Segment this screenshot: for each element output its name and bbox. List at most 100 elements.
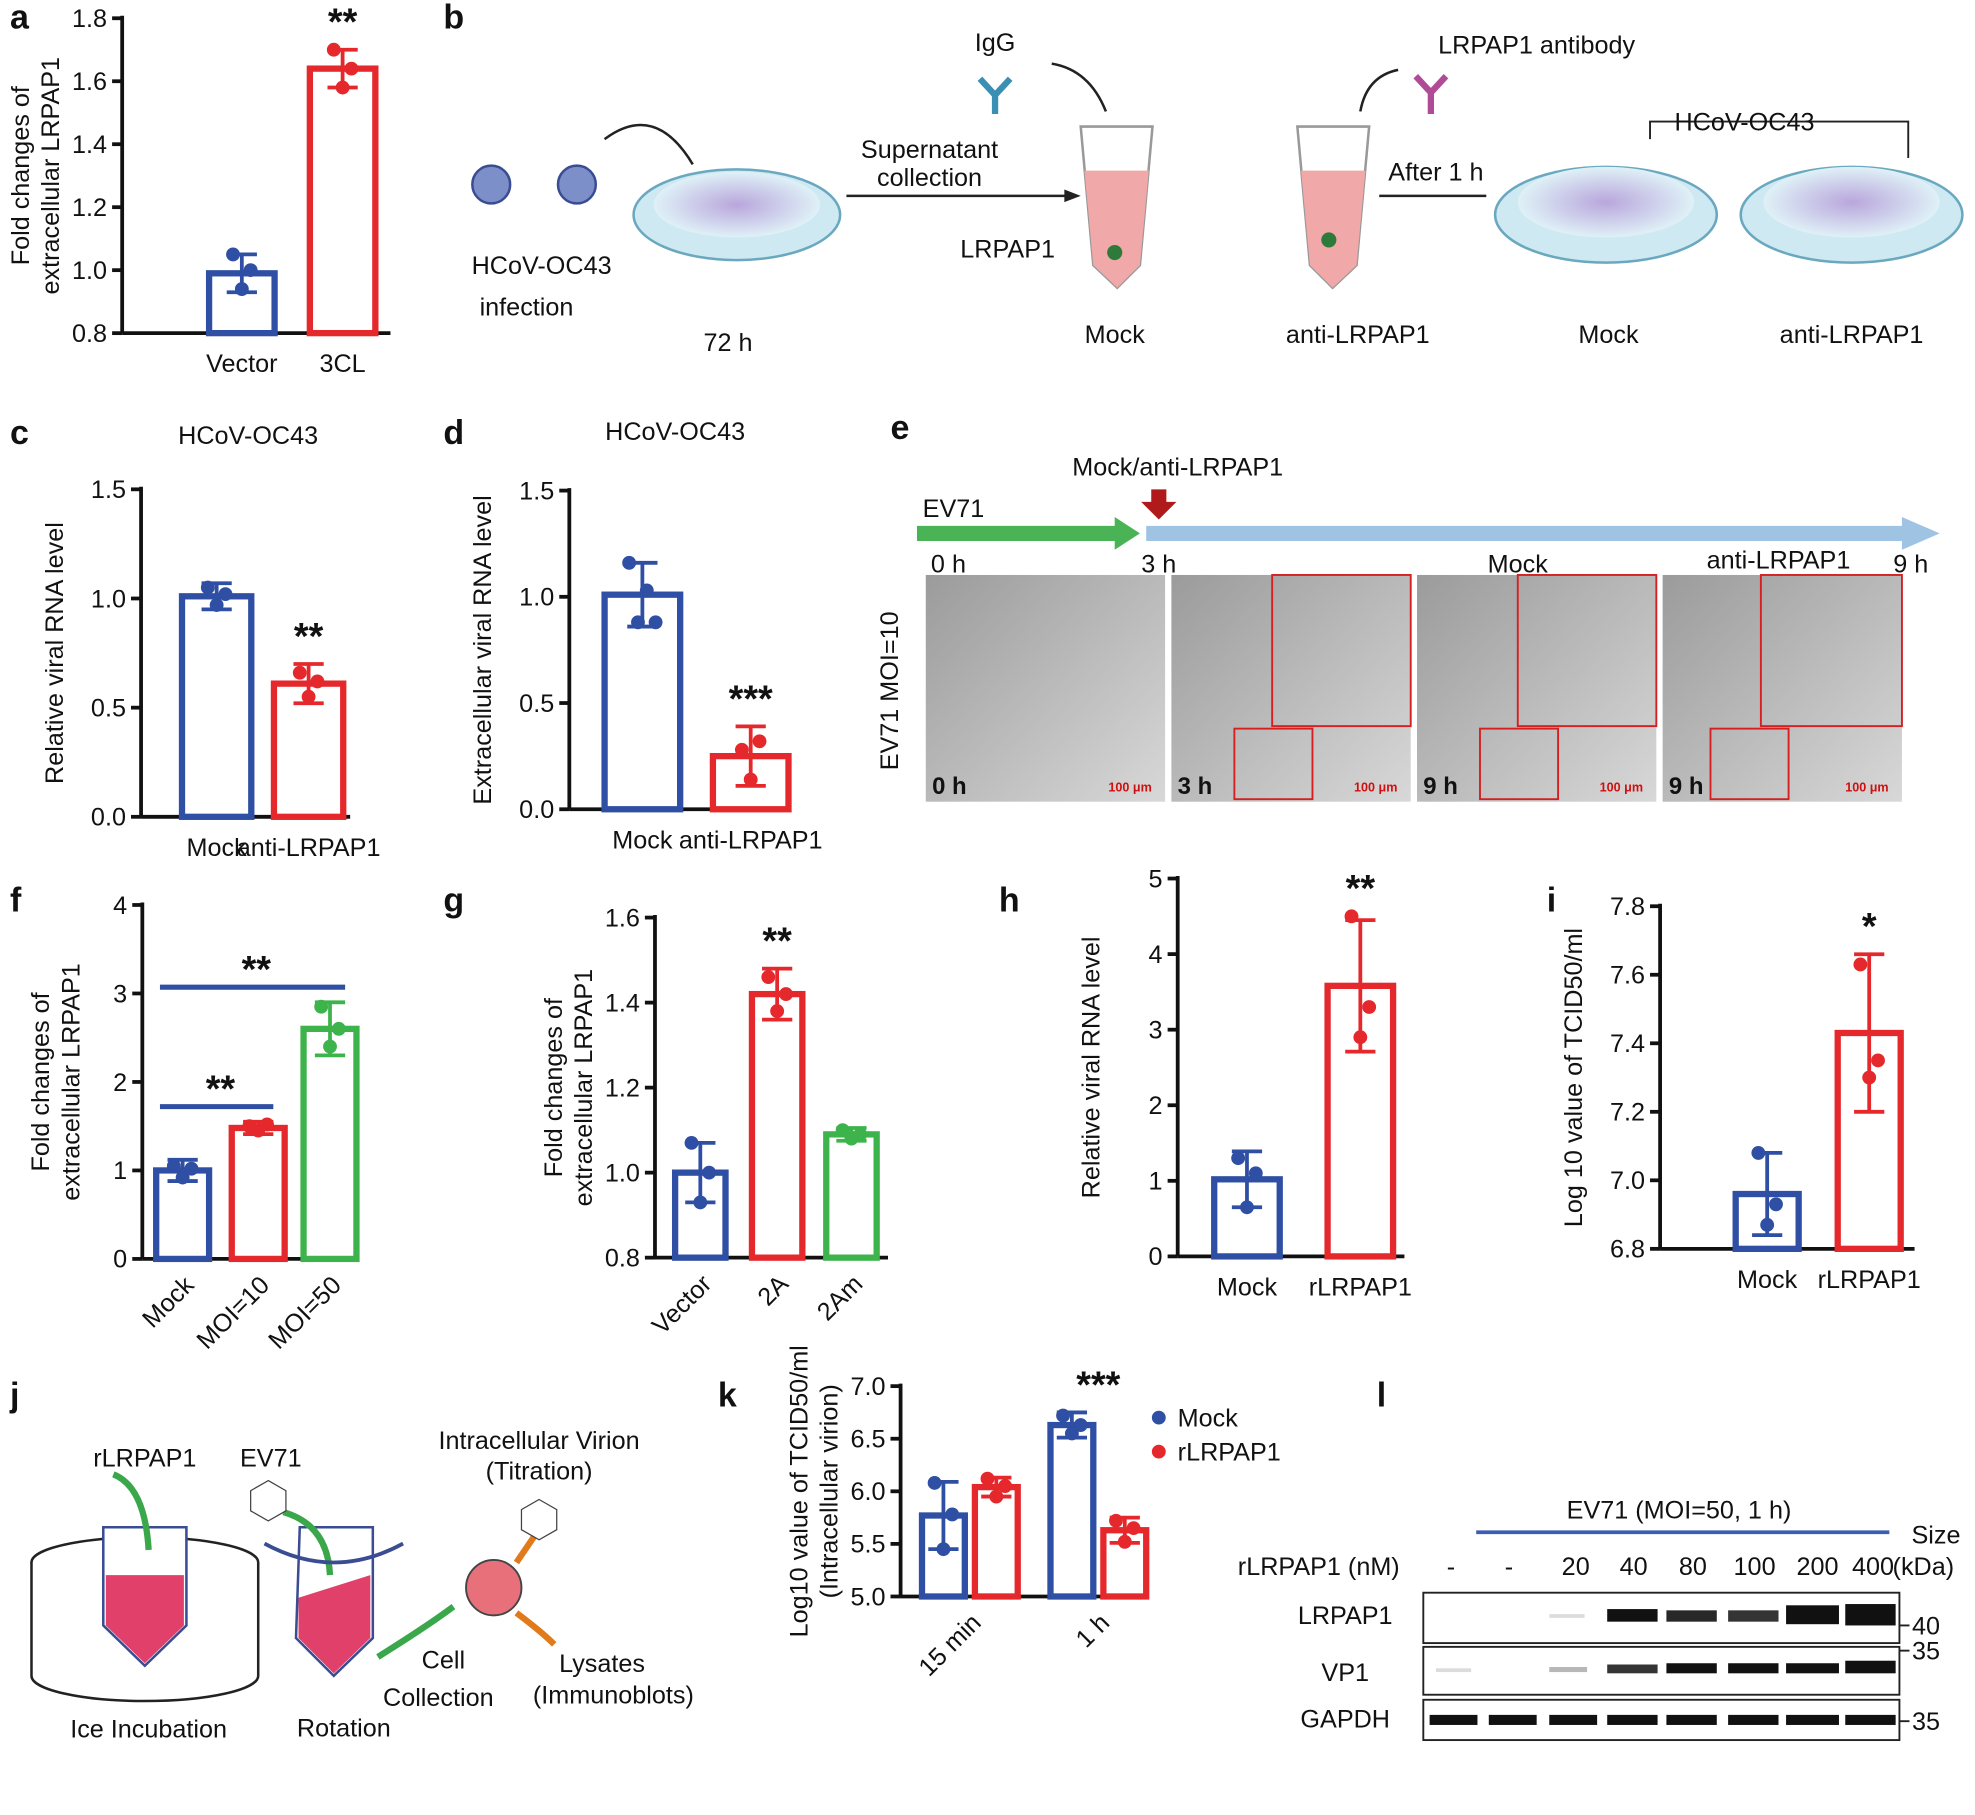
image-label: 9 h bbox=[1423, 773, 1458, 800]
y-axis-label: Log 10 value of TCID50/ml bbox=[1560, 928, 1588, 1227]
data-point bbox=[1109, 1513, 1123, 1528]
panel-letter: a bbox=[10, 0, 30, 36]
y-tick-label: 1.4 bbox=[605, 989, 640, 1017]
y-tick-label: 1.5 bbox=[91, 476, 126, 504]
label: After 1 h bbox=[1388, 159, 1483, 187]
x-tick-label: Mock bbox=[137, 1271, 200, 1334]
size-marker: 40 bbox=[1912, 1612, 1940, 1640]
chart: 0.0 0.5 1.0 1.5 Relative viral RNA level HCoV… bbox=[41, 422, 380, 862]
label: LRPAP1 bbox=[960, 236, 1055, 264]
panel-letter: g bbox=[443, 881, 464, 919]
panel-letter: k bbox=[718, 1376, 737, 1414]
y-axis-label: Extracellular viral RNA level bbox=[469, 495, 497, 804]
data-point bbox=[622, 555, 637, 570]
label: Size bbox=[1911, 1522, 1960, 1550]
x-tick-label: 3CL bbox=[319, 350, 365, 378]
data-point bbox=[331, 1021, 346, 1036]
data-point bbox=[770, 1004, 785, 1019]
data-point bbox=[1231, 1151, 1246, 1166]
lane-label: - bbox=[1505, 1553, 1513, 1581]
data-point bbox=[323, 1039, 337, 1054]
data-point bbox=[779, 987, 793, 1002]
y-tick-label: 5 bbox=[1149, 865, 1163, 893]
label: Mock bbox=[1578, 321, 1639, 349]
data-point bbox=[326, 42, 341, 57]
panel-letter: c bbox=[10, 414, 29, 452]
y-tick-label: 7.0 bbox=[850, 1373, 885, 1401]
data-point bbox=[344, 61, 359, 76]
panel-letter: f bbox=[10, 881, 22, 919]
lane-label: 40 bbox=[1620, 1553, 1648, 1581]
y-tick-label: 0.8 bbox=[72, 320, 107, 348]
data-point bbox=[980, 1471, 995, 1486]
data-point bbox=[301, 689, 316, 704]
significance: ** bbox=[294, 616, 324, 658]
data-point bbox=[702, 1165, 717, 1180]
y-axis-label: Fold changes of bbox=[540, 997, 568, 1177]
y-tick-label: 1.2 bbox=[605, 1074, 640, 1102]
x-tick-label: 2A bbox=[752, 1270, 794, 1312]
label: 72 h bbox=[704, 329, 753, 357]
data-point bbox=[998, 1479, 1013, 1493]
chart: 5.0 5.5 6.0 6.5 7.0 Log10 value of TCID50/ml(… bbox=[785, 1345, 1280, 1682]
data-point bbox=[1126, 1521, 1141, 1536]
y-tick-label: 0.8 bbox=[605, 1244, 640, 1272]
y-tick-label: 2 bbox=[1149, 1092, 1163, 1120]
x-tick-label: Vector bbox=[647, 1270, 717, 1340]
data-point bbox=[936, 1542, 951, 1557]
panel-j-diagram: rLRPAP1 EV71 Intracellular Virion (Titra… bbox=[30, 1427, 694, 1744]
significance: *** bbox=[729, 678, 773, 720]
bar bbox=[300, 1025, 360, 1263]
data-point bbox=[648, 615, 663, 630]
y-tick-label: 2 bbox=[113, 1069, 127, 1097]
data-point bbox=[1760, 1217, 1775, 1232]
y-tick-label: 7.4 bbox=[1610, 1030, 1645, 1058]
x-tick-label: rLRPAP1 bbox=[1309, 1273, 1412, 1301]
y-axis-label: extracellular LRPAP1 bbox=[57, 963, 85, 1201]
data-point bbox=[292, 665, 307, 680]
y-tick-label: 4 bbox=[113, 892, 127, 920]
panel-letter: j bbox=[9, 1376, 19, 1414]
y-tick-label: 7.6 bbox=[1610, 962, 1645, 990]
y-tick-label: 0.0 bbox=[91, 804, 126, 832]
chart: 0 1 2 3 4 Fold changes of extracellular LRPAP1… bbox=[27, 892, 360, 1355]
row-label: GAPDH bbox=[1300, 1705, 1390, 1733]
data-point bbox=[1871, 1053, 1885, 1068]
y-tick-label: 3 bbox=[1149, 1016, 1163, 1044]
x-tick-label: MOI=10 bbox=[191, 1271, 275, 1355]
data-point bbox=[1056, 1408, 1071, 1423]
data-point bbox=[989, 1489, 1004, 1504]
y-tick-label: 5.0 bbox=[850, 1583, 885, 1611]
data-point bbox=[200, 580, 215, 595]
scale-bar: 100 μm bbox=[1108, 781, 1151, 795]
data-point bbox=[752, 734, 767, 749]
label: Supernatant bbox=[861, 136, 998, 164]
significance: * bbox=[1862, 906, 1877, 948]
label: IgG bbox=[975, 29, 1016, 57]
data-point bbox=[945, 1507, 960, 1522]
y-tick-label: 6.5 bbox=[850, 1426, 885, 1454]
y-tick-label: 1 bbox=[113, 1157, 127, 1185]
y-axis-label: (Intracellular virion) bbox=[816, 1384, 844, 1598]
row-label: VP1 bbox=[1321, 1659, 1369, 1687]
label: Mock bbox=[1488, 550, 1549, 578]
lane-label: 400 bbox=[1852, 1553, 1894, 1581]
data-point bbox=[1769, 1197, 1783, 1212]
y-tick-label: 1 bbox=[1149, 1168, 1163, 1196]
legend-marker bbox=[1151, 1444, 1166, 1459]
scale-bar: 100 μm bbox=[1845, 781, 1888, 795]
y-tick-label: 1.5 bbox=[519, 477, 554, 505]
label: Rotation bbox=[297, 1714, 391, 1742]
data-point bbox=[166, 1159, 181, 1173]
legend-marker bbox=[1151, 1410, 1166, 1425]
panel-letter: e bbox=[891, 409, 910, 447]
label: 3 h bbox=[1141, 550, 1176, 578]
chart-title: HCoV-OC43 bbox=[178, 422, 318, 450]
y-tick-label: 7.8 bbox=[1610, 893, 1645, 921]
y-tick-label: 1.0 bbox=[605, 1159, 640, 1187]
y-tick-label: 1.0 bbox=[91, 585, 126, 613]
label: rLRPAP1 (nM) bbox=[1238, 1553, 1400, 1581]
y-axis-label: Log10 value of TCID50/ml bbox=[785, 1345, 813, 1637]
y-axis-label: Fold changes of bbox=[7, 85, 35, 265]
